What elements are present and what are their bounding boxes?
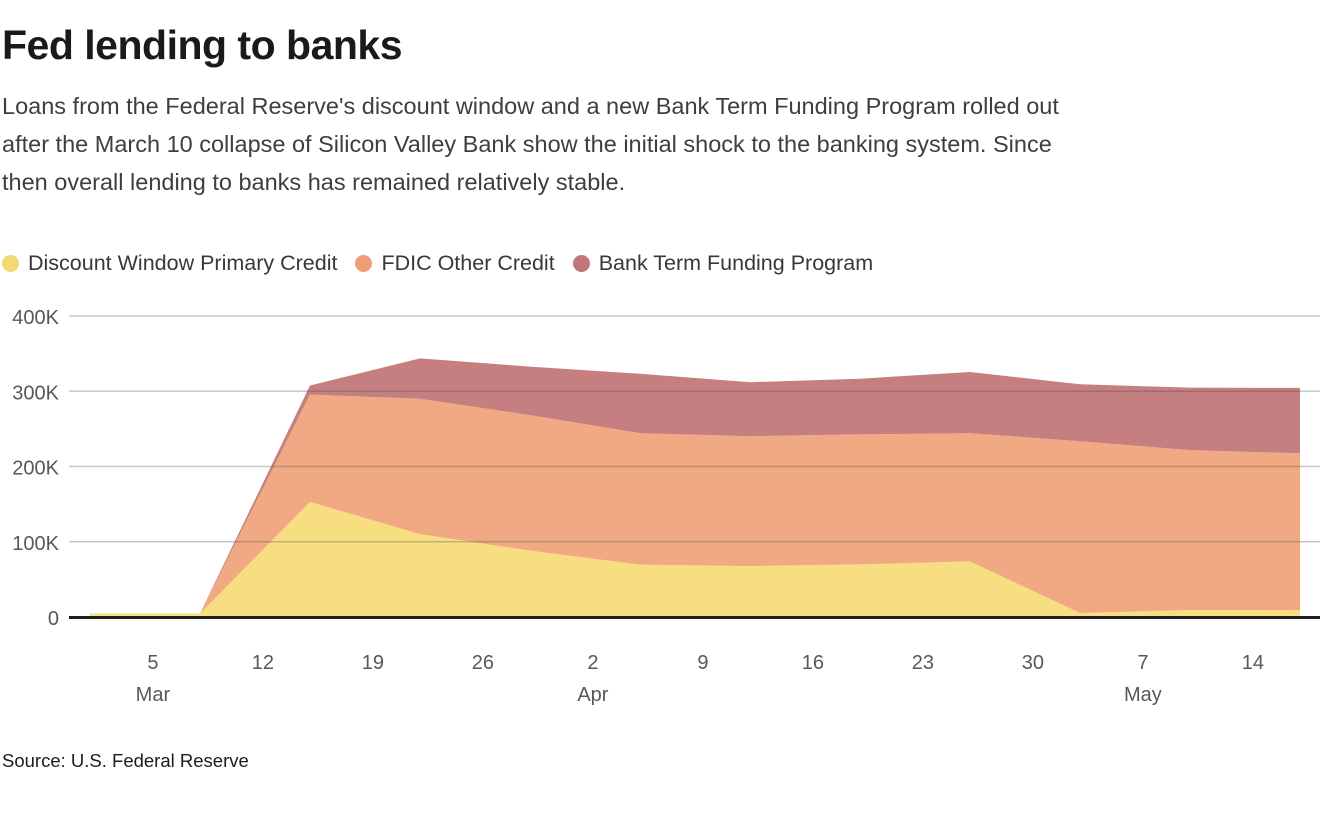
legend-item-btfp: Bank Term Funding Program (572, 251, 874, 276)
area-series-2 (90, 358, 1300, 614)
area-series-0 (90, 502, 1300, 618)
source-attribution: Source: U.S. Federal Reserve (2, 750, 249, 772)
x-axis-tick-label: 26 (472, 652, 494, 674)
x-axis-tick-label: 5 (147, 652, 158, 674)
legend-dot-discount-window-icon (2, 255, 19, 273)
legend-label: FDIC Other Credit (381, 251, 555, 276)
x-axis-tick-label: 2 (587, 652, 598, 674)
x-axis-tick-label: 30 (1022, 652, 1044, 674)
subtitle-line: then overall lending to banks has remain… (2, 169, 626, 196)
x-axis-tick-label: 16 (802, 652, 824, 674)
x-axis-tick-label: 9 (697, 652, 708, 674)
x-axis-month-label: Mar (136, 684, 171, 706)
subtitle-line: Loans from the Federal Reserve's discoun… (2, 93, 1059, 120)
chart-legend: Discount Window Primary Credit FDIC Othe… (2, 251, 1320, 276)
legend-dot-fdic-other-credit-icon (355, 255, 373, 273)
legend-dot-btfp-icon (572, 255, 590, 273)
y-axis-tick-label: 400K (12, 307, 59, 329)
fed-lending-chart-page: Fed lending to banks Loans from the Fede… (2, 22, 1320, 822)
y-axis-tick-label: 100K (12, 533, 59, 555)
x-axis-tick-label: 23 (912, 652, 934, 674)
legend-label: Discount Window Primary Credit (28, 251, 338, 276)
subtitle-line: after the March 10 collapse of Silicon V… (2, 131, 1052, 158)
x-axis-tick-label: 19 (362, 652, 384, 674)
x-axis-month-label: Apr (577, 684, 608, 706)
x-axis-tick-label: 14 (1242, 652, 1264, 674)
y-axis-tick-label: 0 (48, 608, 59, 630)
x-axis-month-label: May (1124, 684, 1162, 706)
y-axis-tick-label: 200K (12, 458, 59, 480)
x-axis-tick-label: 12 (252, 652, 274, 674)
area-series-1 (90, 394, 1300, 614)
legend-item-discount-window: Discount Window Primary Credit (2, 251, 337, 276)
chart-subtitle: Loans from the Federal Reserve's discoun… (2, 87, 1320, 201)
y-axis-tick-label: 300K (12, 382, 59, 404)
chart-area: 0 100K 200K 300K 400K 5 Mar 12 19 26 2 Apr 9 16 23 30 7 M… (2, 297, 1320, 722)
page-title: Fed lending to banks (2, 22, 403, 68)
x-axis-tick-label: 7 (1137, 652, 1148, 674)
legend-label: Bank Term Funding Program (598, 251, 874, 276)
legend-item-fdic-other-credit: FDIC Other Credit (355, 251, 555, 276)
stacked-area-chart: 0 100K 200K 300K 400K 5 Mar 12 19 26 2 Apr 9 16 23 30 7 M… (12, 307, 1320, 706)
